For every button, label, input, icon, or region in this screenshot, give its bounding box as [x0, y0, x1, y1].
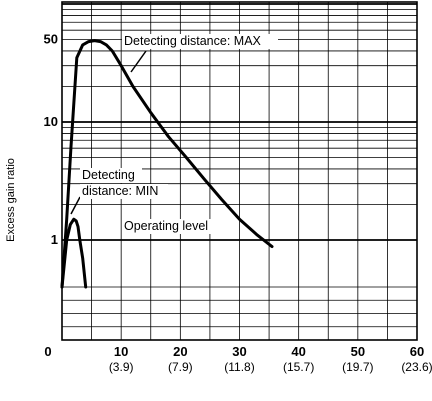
x-tick-label: 50	[351, 344, 365, 359]
series-line-max	[60, 39, 274, 289]
x-tick-sublabel: (3.9)	[109, 360, 134, 374]
x-tick-label: 40	[291, 344, 305, 359]
y-axis-label: Excess gain ratio	[5, 158, 17, 242]
annotations: Detecting distance: MAX Detecting distance…	[80, 34, 278, 234]
x-tick-sublabel: (7.9)	[168, 360, 193, 374]
annotation-label: distance: MIN	[82, 184, 158, 198]
x-tick-sublabel: (19.7)	[342, 360, 373, 374]
grid	[61, 1, 418, 341]
annotation-label: Operating level	[124, 219, 208, 233]
leader-min	[70, 196, 81, 215]
annotation-bg	[80, 184, 168, 199]
series-layer	[60, 39, 274, 289]
tick-labels: 0 10(3.9)20(7.9)30(11.8)40(15.7)50(19.7)6…	[44, 32, 432, 374]
x-tick-label: 30	[232, 344, 246, 359]
leader-max	[130, 50, 147, 73]
x-tick-sublabel: (15.7)	[283, 360, 314, 374]
annotation-label: Detecting	[82, 168, 135, 182]
x-tick-label: 10	[114, 344, 128, 359]
x-tick-label: 20	[173, 344, 187, 359]
y-tick-label: 1	[51, 232, 58, 247]
annotation-leaders	[70, 50, 147, 215]
annotation-bg	[122, 219, 230, 234]
y-tick-label: 10	[44, 114, 58, 129]
y-tick-label: 50	[44, 32, 58, 47]
series-line-min	[60, 217, 88, 289]
annotation-bg	[122, 34, 278, 49]
x-tick-sublabel: (11.8)	[224, 360, 254, 374]
x-tick-label: 60	[410, 344, 424, 359]
annotation-bg	[80, 168, 142, 183]
x-tick-sublabel: (23.6)	[401, 360, 432, 374]
annotation-label: Detecting distance: MAX	[124, 34, 262, 48]
x-tick-label: 0	[44, 344, 51, 359]
